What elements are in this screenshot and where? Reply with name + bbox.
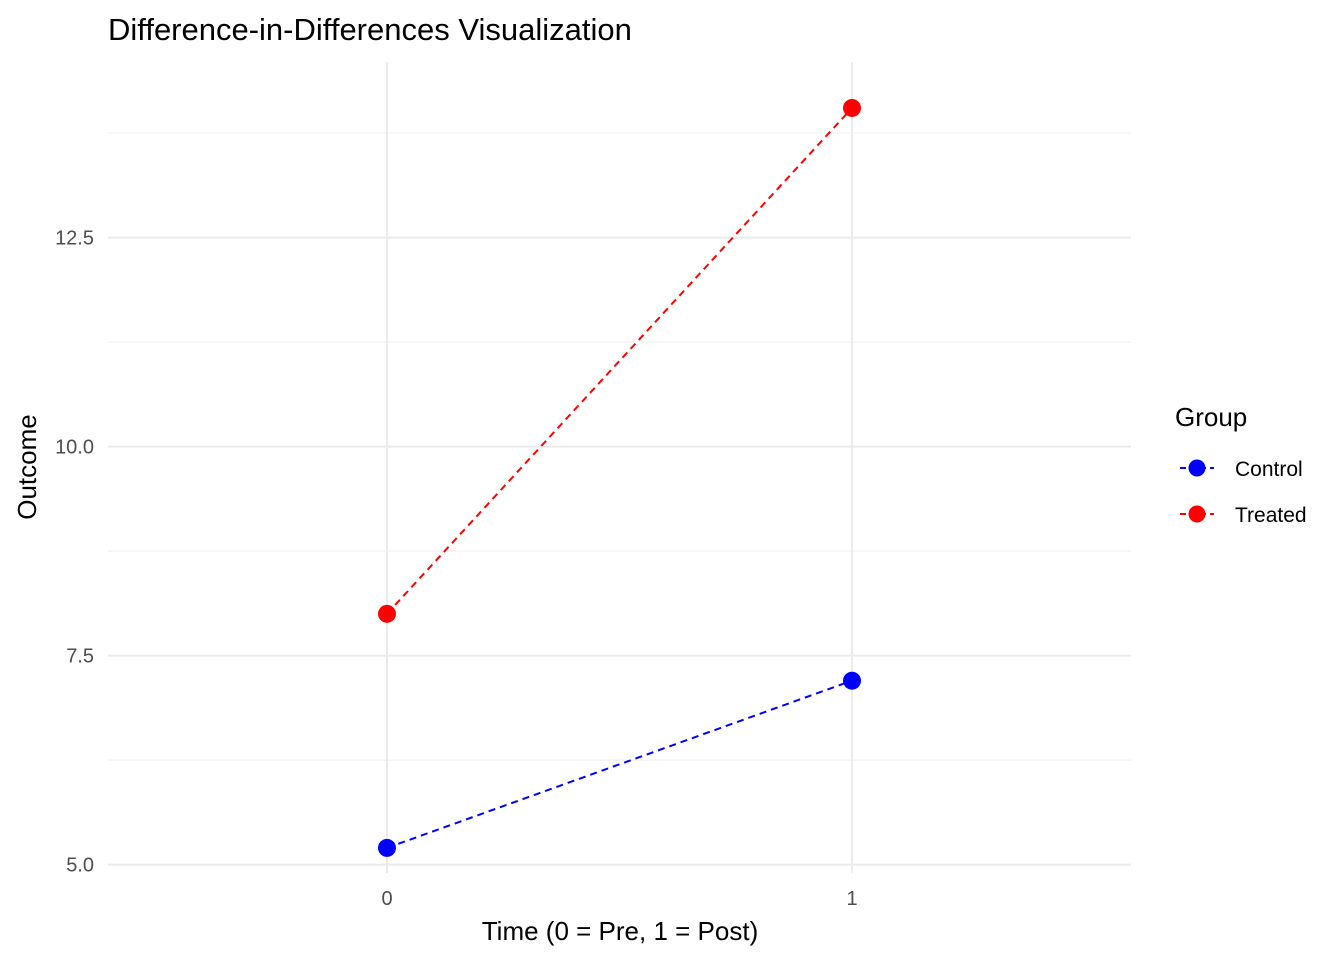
data-point-treated	[378, 604, 396, 623]
legend-items: Control Treated	[1180, 458, 1307, 527]
legend-title: Group	[1175, 402, 1247, 432]
x-tick-label: 0	[381, 888, 392, 910]
grid	[108, 62, 1131, 873]
series-line-control	[386, 679, 853, 849]
legend-label-treated: Treated	[1235, 504, 1307, 527]
legend-label-control: Control	[1235, 458, 1303, 481]
legend: Group Control Treated	[1175, 402, 1307, 527]
x-tick-label: 1	[846, 888, 857, 910]
legend-key-point-treated	[1188, 505, 1206, 523]
data-point-control	[378, 838, 396, 857]
legend-key-point-control	[1188, 459, 1206, 477]
x-axis-title: Time (0 = Pre, 1 = Post)	[482, 916, 758, 946]
series-line-treated	[386, 107, 853, 615]
data-point-control	[843, 671, 861, 690]
y-tick-label: 10.0	[55, 437, 94, 459]
y-axis-ticks: 5.0 7.5 10.0 12.5	[55, 228, 94, 877]
y-axis-title: Outcome	[12, 414, 42, 520]
series-points	[378, 98, 861, 857]
y-tick-label: 5.0	[66, 855, 94, 877]
series-lines	[386, 107, 853, 849]
y-tick-label: 12.5	[55, 228, 94, 250]
y-tick-label: 7.5	[66, 646, 94, 668]
chart-title: Difference-in-Differences Visualization	[108, 12, 632, 47]
data-point-treated	[843, 98, 861, 117]
